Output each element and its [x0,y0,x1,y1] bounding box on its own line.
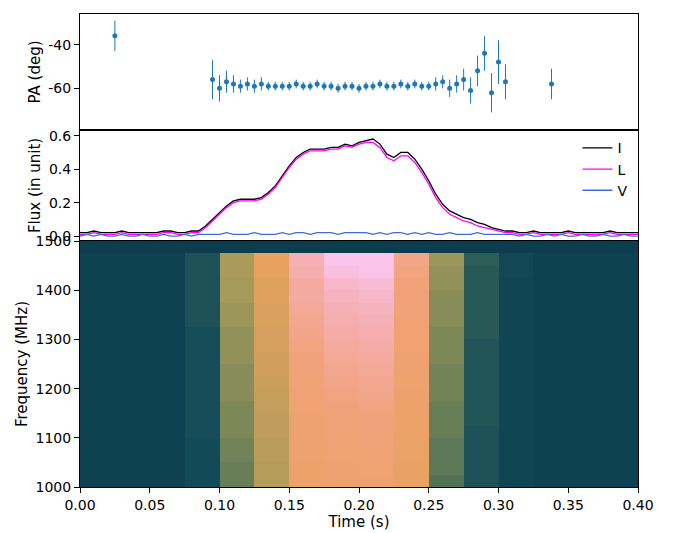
svg-text:0.25: 0.25 [413,497,444,513]
svg-text:0.35: 0.35 [553,497,584,513]
svg-text:1200: 1200 [36,381,72,397]
svg-text:1400: 1400 [36,282,72,298]
svg-text:PA (deg): PA (deg) [26,40,44,103]
svg-text:V: V [617,183,627,199]
svg-text:L: L [617,162,625,178]
svg-text:1300: 1300 [36,331,72,347]
svg-text:-40: -40 [48,37,71,53]
svg-text:0.15: 0.15 [274,497,305,513]
svg-text:1000: 1000 [36,479,72,495]
svg-text:Flux (in unit): Flux (in unit) [26,138,44,233]
svg-text:Frequency (MHz): Frequency (MHz) [13,301,31,427]
svg-text:0.05: 0.05 [134,497,165,513]
svg-text:0.20: 0.20 [343,497,374,513]
svg-text:0.30: 0.30 [483,497,514,513]
svg-text:0.2: 0.2 [49,194,71,210]
svg-text:0.6: 0.6 [49,128,71,144]
svg-text:Time (s): Time (s) [328,513,390,531]
svg-text:0.4: 0.4 [49,161,71,177]
svg-text:-60: -60 [48,80,71,96]
svg-text:0.00: 0.00 [64,497,95,513]
svg-text:1100: 1100 [36,430,72,446]
svg-text:1500: 1500 [36,233,72,249]
svg-text:I: I [617,140,621,156]
svg-text:0.40: 0.40 [622,497,653,513]
svg-text:0.0: 0.0 [49,228,71,244]
svg-text:0.10: 0.10 [204,497,235,513]
